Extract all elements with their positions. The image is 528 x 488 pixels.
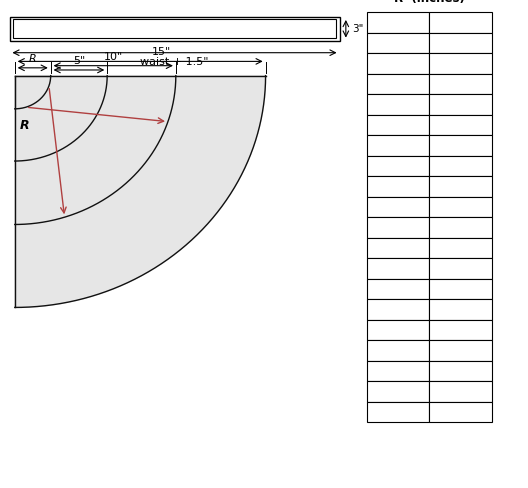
Bar	[429, 197, 492, 217]
Bar	[429, 361, 492, 381]
Text: 2 1/4: 2 1/4	[447, 79, 474, 89]
Text: 36: 36	[391, 161, 405, 171]
Bar	[367, 340, 429, 361]
Bar	[367, 74, 429, 94]
Bar	[367, 217, 429, 238]
Text: waist + 1.5": waist + 1.5"	[140, 57, 209, 66]
Bar	[429, 135, 492, 156]
Bar	[429, 381, 492, 402]
Polygon shape	[15, 76, 266, 307]
Text: RADIUS: RADIUS	[438, 18, 483, 27]
Bar	[429, 12, 492, 33]
Text: 40: 40	[392, 202, 404, 212]
Bar	[429, 217, 492, 238]
Bar	[429, 279, 492, 299]
Bar	[429, 320, 492, 340]
Bar	[367, 94, 429, 115]
Text: 44: 44	[391, 243, 405, 253]
Bar	[367, 299, 429, 320]
Text: 15": 15"	[152, 47, 171, 58]
Bar	[367, 279, 429, 299]
Text: 3 3/8: 3 3/8	[447, 223, 474, 232]
Text: R  (inches): R (inches)	[394, 0, 465, 5]
Bar	[367, 53, 429, 74]
Text: 34: 34	[391, 141, 405, 150]
Text: 32: 32	[391, 120, 405, 130]
Text: 54: 54	[391, 346, 405, 355]
Bar	[429, 258, 492, 279]
Text: 56: 56	[391, 366, 405, 376]
Bar	[429, 176, 492, 197]
Text: 2 7/8: 2 7/8	[447, 161, 474, 171]
Text: 2 1/8: 2 1/8	[447, 59, 474, 68]
Text: 4 1/8: 4 1/8	[447, 325, 474, 335]
Bar	[10, 17, 340, 41]
Text: 28: 28	[391, 79, 405, 89]
Text: 4: 4	[457, 305, 464, 314]
Text: 4 1/2: 4 1/2	[447, 366, 474, 376]
Text: 10": 10"	[103, 52, 123, 62]
Bar	[367, 361, 429, 381]
Bar	[429, 115, 492, 135]
Text: 3 1/2: 3 1/2	[447, 243, 474, 253]
Text: 60: 60	[392, 407, 404, 417]
Text: 2: 2	[457, 38, 464, 48]
Text: R: R	[29, 54, 36, 64]
Bar	[429, 238, 492, 258]
Text: R: R	[20, 119, 30, 132]
Bar	[429, 340, 492, 361]
Bar	[367, 12, 429, 33]
Text: 2 1/2: 2 1/2	[447, 120, 474, 130]
Bar	[367, 197, 429, 217]
Text: 50: 50	[392, 305, 404, 314]
Bar	[429, 94, 492, 115]
Bar	[429, 402, 492, 422]
Text: 46: 46	[391, 264, 405, 273]
Text: 3 5/8: 3 5/8	[447, 264, 474, 273]
Text: 4 5/8: 4 5/8	[447, 386, 474, 396]
Text: 24: 24	[391, 38, 405, 48]
Bar	[367, 115, 429, 135]
Bar	[13, 19, 336, 39]
Text: 3 1/8: 3 1/8	[447, 202, 474, 212]
Text: 3": 3"	[352, 24, 364, 34]
Bar	[367, 33, 429, 53]
Bar	[367, 176, 429, 197]
Text: 2 3/8: 2 3/8	[447, 100, 474, 109]
Text: 48: 48	[391, 284, 405, 294]
Text: 38: 38	[391, 182, 405, 191]
Text: 4 3/4: 4 3/4	[447, 407, 474, 417]
Bar	[429, 156, 492, 176]
Bar	[367, 238, 429, 258]
Bar	[367, 258, 429, 279]
Text: 52: 52	[391, 325, 405, 335]
Bar	[429, 299, 492, 320]
Text: 26: 26	[391, 59, 405, 68]
Bar	[367, 320, 429, 340]
Bar	[429, 53, 492, 74]
Text: 3: 3	[457, 182, 464, 191]
Text: 30: 30	[392, 100, 404, 109]
Bar	[429, 74, 492, 94]
Bar	[429, 33, 492, 53]
Text: WAIST: WAIST	[379, 18, 417, 27]
Text: 58: 58	[391, 386, 405, 396]
Text: 42: 42	[391, 223, 405, 232]
Bar	[367, 381, 429, 402]
Text: 5": 5"	[73, 56, 85, 66]
Bar	[367, 402, 429, 422]
Bar	[367, 135, 429, 156]
Text: 3 7/8: 3 7/8	[447, 284, 474, 294]
Text: 4 3/8: 4 3/8	[447, 346, 474, 355]
Bar	[367, 156, 429, 176]
Text: 2 5/8: 2 5/8	[447, 141, 474, 150]
